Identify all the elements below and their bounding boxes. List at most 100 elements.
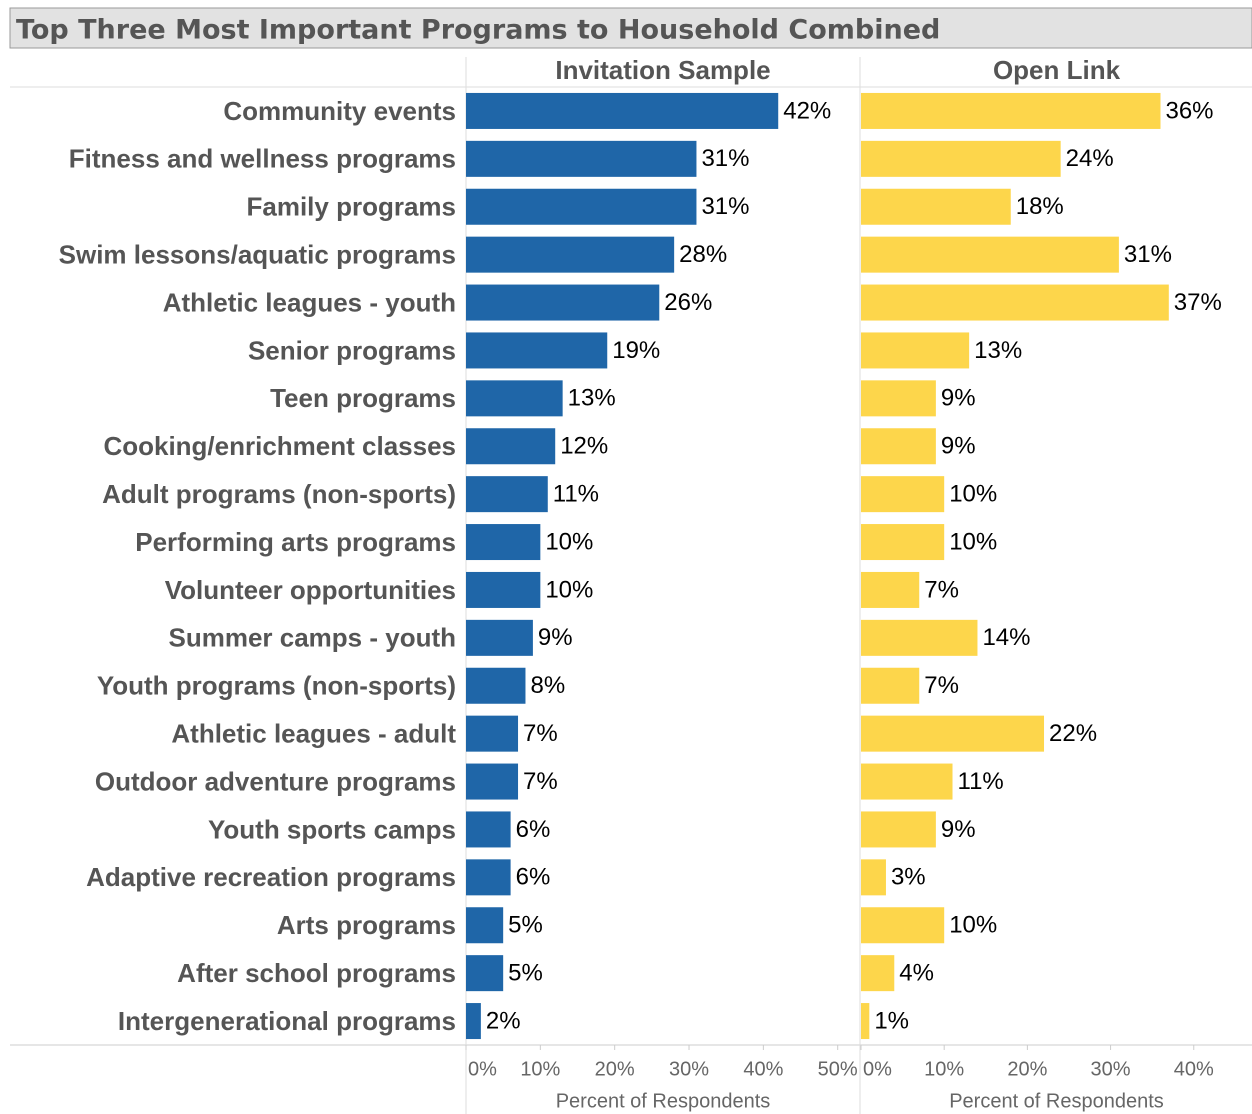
title-bar	[9, 7, 1252, 49]
value-label: 11%	[553, 480, 599, 507]
value-label: 1%	[874, 1007, 909, 1034]
value-label: 7%	[523, 720, 558, 747]
x-tick-label: 20%	[1007, 1058, 1047, 1080]
bar	[861, 284, 1169, 321]
value-label: 9%	[941, 816, 976, 843]
bar	[466, 284, 660, 321]
bar	[861, 140, 1061, 177]
value-label: 8%	[530, 672, 565, 699]
x-tick-label: 0%	[468, 1058, 497, 1080]
bar	[466, 763, 519, 800]
bar	[466, 524, 541, 561]
value-label: 42%	[783, 97, 831, 124]
value-label: 2%	[486, 1007, 521, 1034]
value-label: 4%	[899, 959, 934, 986]
value-label: 37%	[1174, 289, 1222, 316]
x-tick-label: 0%	[863, 1058, 892, 1080]
category-label: Youth sports camps	[208, 814, 456, 844]
bar	[466, 428, 556, 465]
x-axis-label: Percent of Respondents	[556, 1090, 771, 1112]
value-label: 24%	[1066, 145, 1114, 172]
value-label: 14%	[982, 624, 1030, 651]
value-label: 18%	[1016, 193, 1064, 220]
value-label: 9%	[941, 385, 976, 412]
category-label: Youth programs (non-sports)	[97, 671, 456, 701]
x-tick-label: 40%	[743, 1058, 783, 1080]
category-label: Family programs	[246, 192, 456, 222]
category-label: Cooking/enrichment classes	[103, 431, 456, 461]
value-label: 7%	[924, 576, 959, 603]
bar	[466, 1003, 481, 1040]
value-label: 6%	[516, 816, 551, 843]
value-label: 7%	[924, 672, 959, 699]
value-label: 10%	[949, 480, 997, 507]
category-label: Intergenerational programs	[118, 1006, 456, 1036]
bar	[861, 332, 970, 369]
category-label: Adaptive recreation programs	[86, 862, 456, 892]
bar	[466, 715, 519, 752]
bar	[466, 380, 563, 417]
category-label: Senior programs	[248, 335, 456, 365]
x-tick-label: 40%	[1174, 1058, 1214, 1080]
value-label: 13%	[974, 337, 1022, 364]
bar	[466, 140, 697, 177]
bar	[861, 955, 895, 992]
bar	[466, 476, 548, 513]
bar	[861, 476, 945, 513]
category-label: Adult programs (non-sports)	[102, 479, 456, 509]
value-label: 5%	[508, 959, 543, 986]
bar	[466, 859, 511, 896]
bar	[861, 763, 953, 800]
bar	[466, 571, 541, 608]
bar	[466, 667, 526, 704]
value-label: 9%	[538, 624, 573, 651]
panel-header: Invitation Sample	[555, 55, 770, 85]
bar	[861, 859, 886, 896]
bar	[861, 667, 920, 704]
x-tick-label: 30%	[669, 1058, 709, 1080]
x-axis-label: Percent of Respondents	[949, 1090, 1164, 1112]
bar	[861, 571, 920, 608]
bar	[861, 428, 936, 465]
value-label: 10%	[949, 912, 997, 939]
value-label: 22%	[1049, 720, 1097, 747]
bar	[861, 380, 936, 417]
value-label: 9%	[941, 433, 976, 460]
value-label: 36%	[1165, 97, 1213, 124]
category-label: Athletic leagues - adult	[171, 719, 456, 749]
x-tick-label: 30%	[1091, 1058, 1131, 1080]
bar	[466, 619, 533, 656]
bar	[861, 1003, 870, 1040]
value-label: 7%	[523, 768, 558, 795]
value-label: 10%	[545, 528, 593, 555]
value-label: 19%	[612, 337, 660, 364]
bar	[861, 188, 1011, 225]
bar	[466, 332, 608, 369]
x-tick-label: 20%	[595, 1058, 635, 1080]
value-label: 13%	[568, 385, 616, 412]
bar	[466, 188, 697, 225]
bar	[466, 811, 511, 848]
bar	[466, 907, 504, 944]
bar	[861, 811, 936, 848]
category-label: Community events	[223, 96, 456, 126]
bar	[861, 92, 1161, 129]
value-label: 26%	[664, 289, 712, 316]
panel-header: Open Link	[993, 55, 1121, 85]
category-label: Arts programs	[277, 910, 456, 940]
value-label: 6%	[516, 864, 551, 891]
category-label: Volunteer opportunities	[165, 575, 456, 605]
category-label: Teen programs	[270, 383, 456, 413]
value-label: 28%	[679, 241, 727, 268]
x-tick-label: 10%	[924, 1058, 964, 1080]
value-label: 12%	[560, 433, 608, 460]
value-label: 11%	[958, 768, 1004, 795]
bar	[861, 236, 1119, 273]
value-label: 10%	[949, 528, 997, 555]
category-label: After school programs	[177, 958, 456, 988]
category-label: Outdoor adventure programs	[95, 766, 456, 796]
value-label: 3%	[891, 864, 926, 891]
category-label: Fitness and wellness programs	[69, 144, 456, 174]
bar	[861, 715, 1045, 752]
